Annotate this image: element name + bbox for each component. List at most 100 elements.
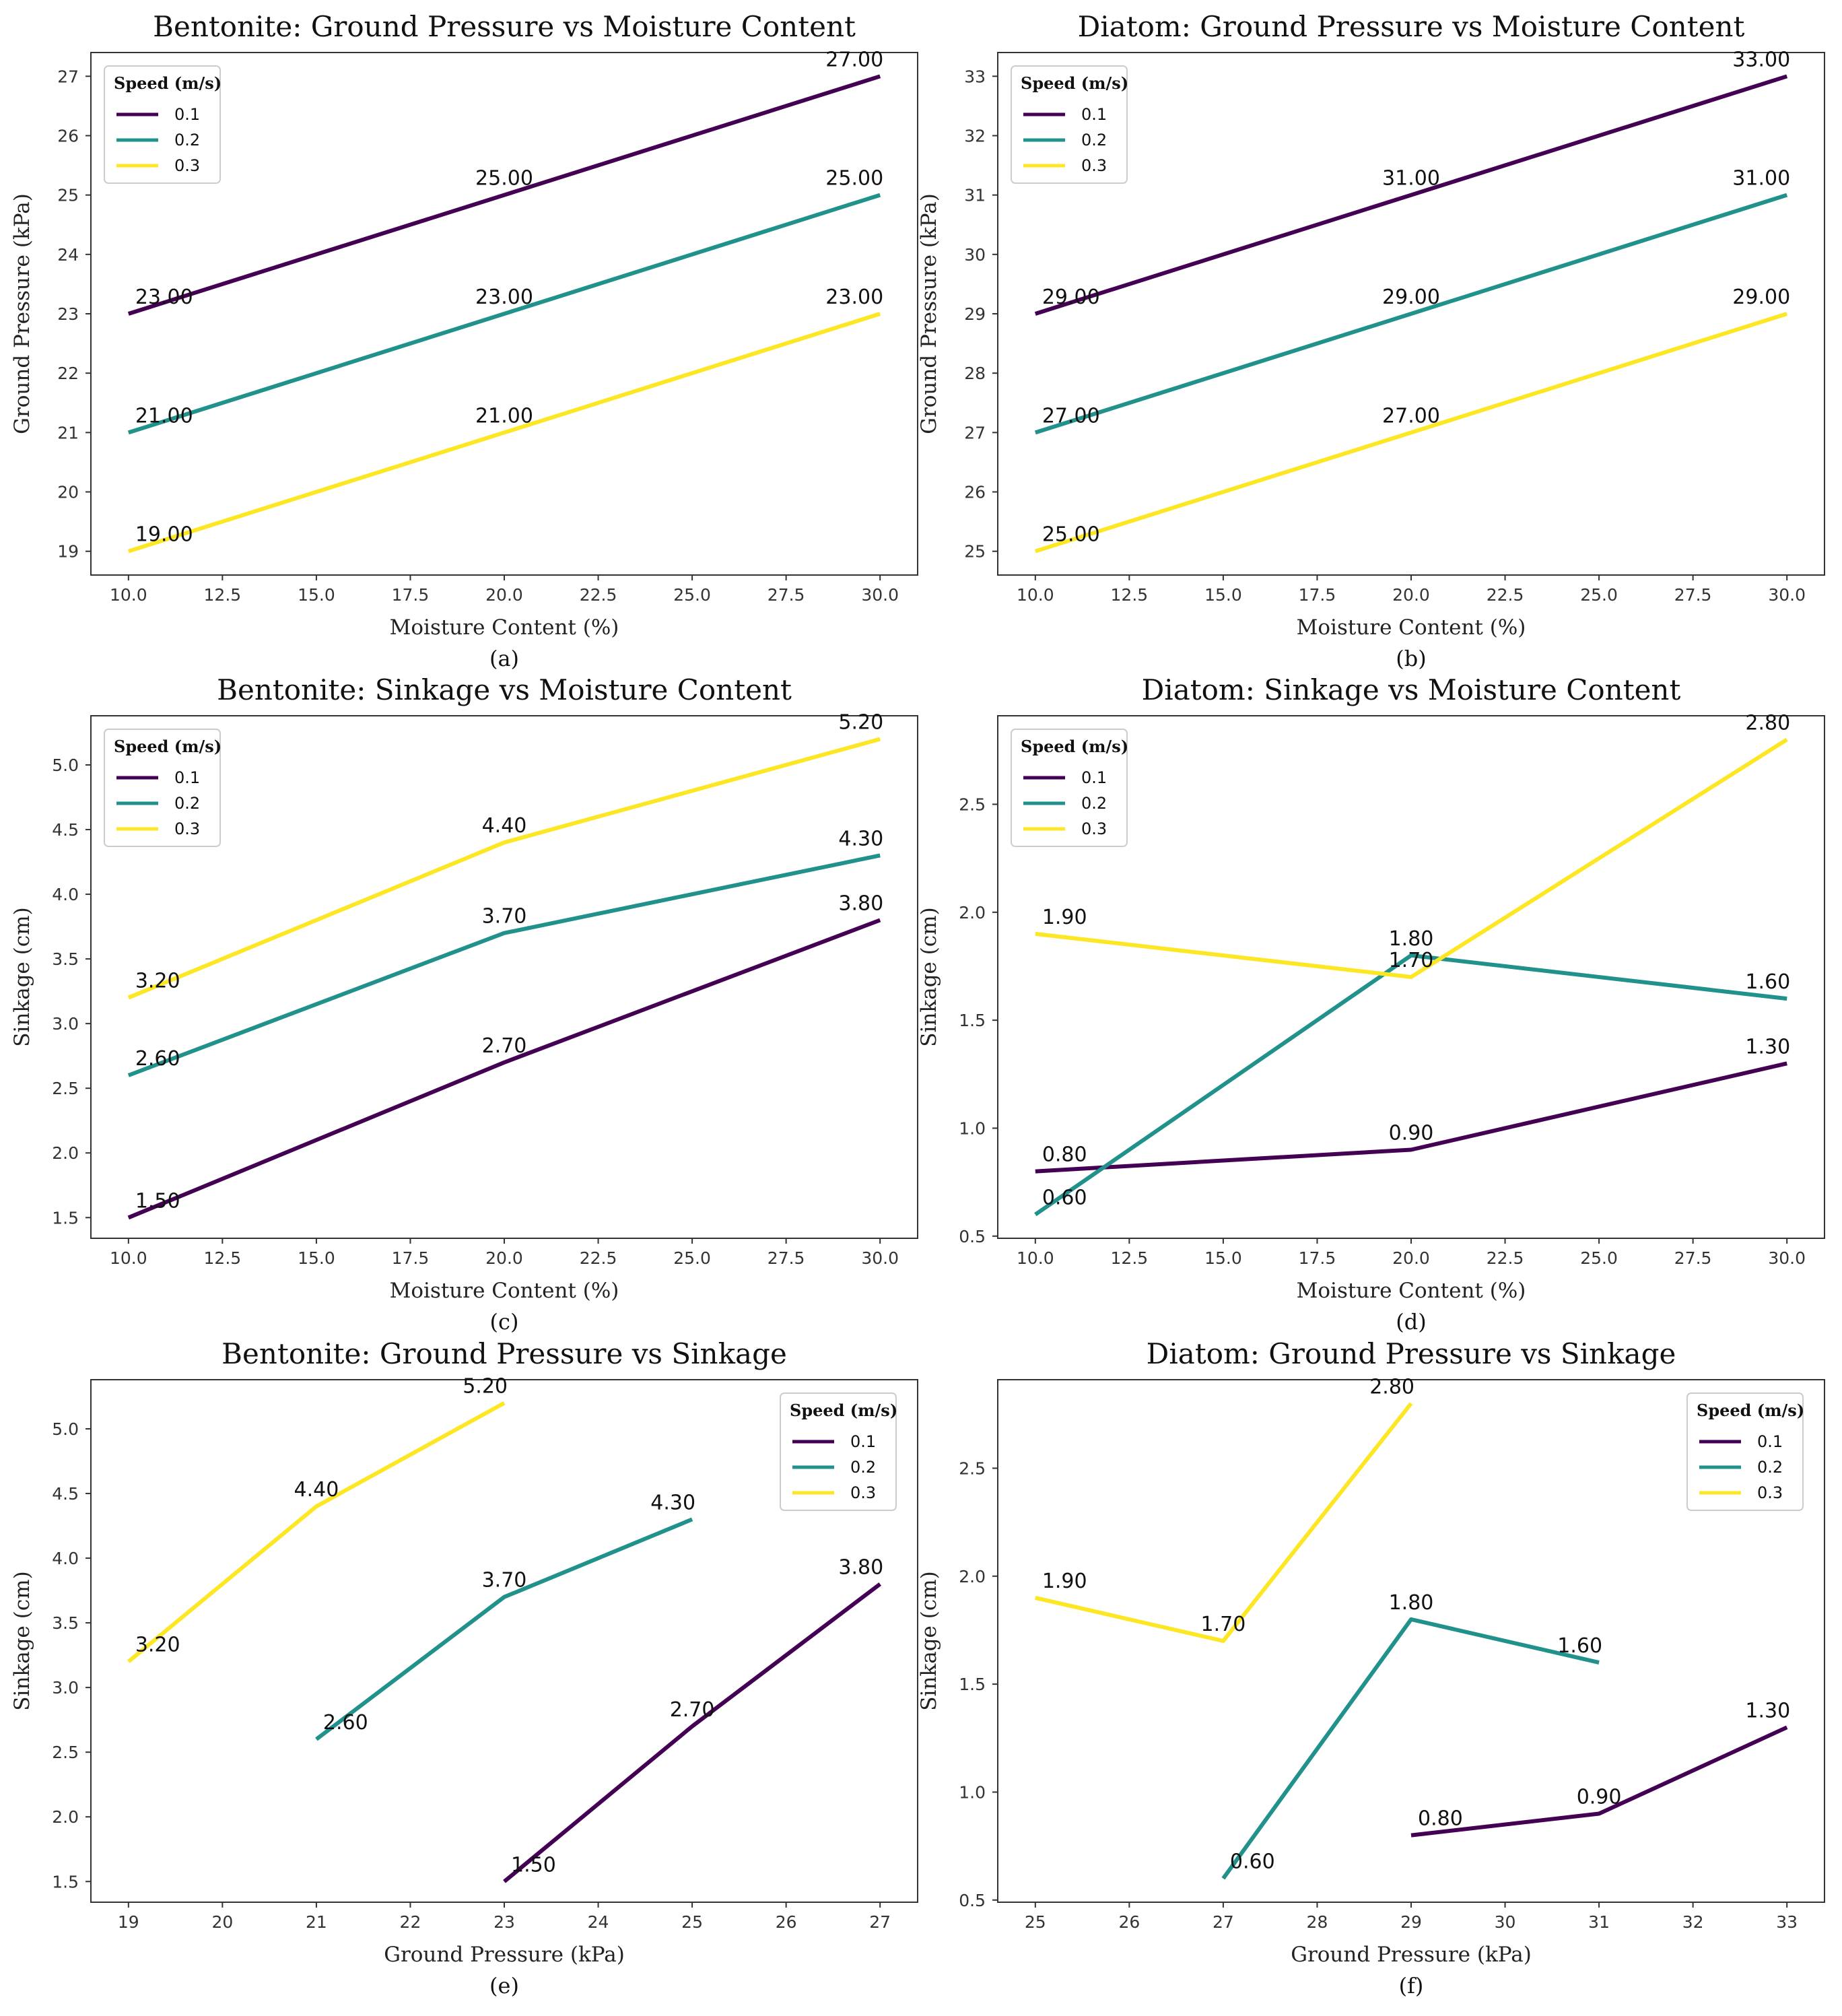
- data-label: 3.70: [482, 905, 527, 929]
- data-label: 21.00: [135, 404, 193, 428]
- data-label: 4.40: [482, 814, 527, 838]
- series-line-0-2: [127, 193, 881, 435]
- data-label: 23.00: [825, 285, 883, 309]
- legend-title: Speed (m/s): [1697, 1401, 1804, 1420]
- legend-box: [1011, 729, 1128, 847]
- x-axis-label: Moisture Content (%): [390, 1279, 619, 1303]
- data-label: 19.00: [135, 523, 193, 547]
- chart-title: Diatom: Ground Pressure vs Sinkage: [1147, 1337, 1676, 1370]
- x-tick-label: 30.0: [861, 585, 899, 605]
- x-tick-label: 10.0: [1017, 585, 1054, 605]
- x-tick-label: 27.5: [768, 1248, 805, 1268]
- x-tick-label: 30.0: [1768, 585, 1806, 605]
- x-tick-label: 22.5: [580, 585, 617, 605]
- data-label: 31.00: [1382, 167, 1440, 191]
- series-line-0-1: [127, 918, 881, 1220]
- x-tick-label: 25: [1025, 1912, 1046, 1932]
- x-tick-label: 15.0: [298, 585, 335, 605]
- x-tick-label: 20: [211, 1912, 233, 1932]
- data-label: 1.50: [135, 1189, 180, 1213]
- legend: Speed (m/s) 0.1 0.2 0.3: [104, 729, 221, 847]
- chart-title: Diatom: Sinkage vs Moisture Content: [1142, 673, 1681, 706]
- y-tick-label: 19: [57, 542, 79, 562]
- x-tick-label: 24: [588, 1912, 609, 1932]
- legend-label: 0.3: [850, 1483, 876, 1502]
- x-tick-label: 20.0: [1392, 1248, 1430, 1268]
- y-tick-label: 0.5: [959, 1891, 986, 1910]
- y-tick-label: 31: [964, 186, 986, 205]
- data-label: 1.80: [1389, 1591, 1434, 1615]
- y-tick-label: 2.0: [52, 1807, 79, 1827]
- data-label: 21.00: [475, 404, 533, 428]
- series-line-0-1: [503, 1582, 882, 1883]
- y-tick-label: 23: [57, 304, 79, 324]
- x-tick-label: 30.0: [1768, 1248, 1806, 1268]
- data-label: 29.00: [1382, 285, 1440, 309]
- legend-label: 0.2: [850, 1458, 876, 1477]
- y-tick-label: 1.5: [52, 1208, 79, 1228]
- legend-label: 0.1: [850, 1432, 876, 1451]
- x-tick-label: 28: [1307, 1912, 1328, 1932]
- data-label: 3.80: [838, 1555, 883, 1579]
- y-tick-label: 29: [964, 304, 986, 324]
- y-tick-label: 1.0: [959, 1118, 986, 1138]
- x-tick-label: 27: [1213, 1912, 1234, 1932]
- y-tick-label: 1.0: [959, 1782, 986, 1802]
- x-tick-label: 25.0: [673, 1248, 711, 1268]
- y-tick-label: 4.0: [52, 885, 79, 904]
- x-tick-label: 20.0: [1392, 585, 1430, 605]
- data-label: 2.70: [670, 1698, 715, 1722]
- data-label: 2.80: [1369, 1375, 1414, 1399]
- series-line-0-3: [127, 1401, 506, 1664]
- legend-label: 0.3: [1081, 156, 1107, 175]
- y-tick-label: 20: [57, 483, 79, 502]
- legend-label: 0.2: [1081, 794, 1107, 813]
- series-line-0-1: [1035, 1061, 1787, 1174]
- series-line-0-2: [1034, 193, 1788, 435]
- legend-title: Speed (m/s): [790, 1401, 897, 1420]
- chart-title: Diatom: Ground Pressure vs Moisture Cont…: [1078, 10, 1745, 43]
- chart-panel-a: Bentonite: Ground Pressure vs Moisture C…: [10, 10, 918, 671]
- data-label: 1.30: [1745, 1035, 1790, 1059]
- data-label: 29.00: [1732, 285, 1790, 309]
- data-label: 27.00: [1382, 404, 1440, 428]
- y-tick-label: 0.5: [959, 1227, 986, 1246]
- y-tick-label: 1.5: [959, 1011, 986, 1030]
- y-tick-label: 24: [57, 245, 79, 265]
- legend-label: 0.1: [174, 105, 200, 124]
- data-label: 0.60: [1230, 1850, 1275, 1874]
- y-tick-label: 5.0: [52, 755, 79, 775]
- x-tick-label: 32: [1682, 1912, 1704, 1932]
- legend: Speed (m/s) 0.1 0.2 0.3: [780, 1392, 897, 1511]
- legend-label: 0.1: [1081, 768, 1107, 787]
- x-tick-label: 21: [306, 1912, 327, 1932]
- data-label: 2.80: [1745, 711, 1790, 735]
- y-tick-label: 27: [964, 423, 986, 442]
- x-tick-label: 25.0: [673, 585, 711, 605]
- y-axis-label: Sinkage (cm): [917, 907, 941, 1046]
- data-label: 2.60: [323, 1711, 368, 1735]
- legend-title: Speed (m/s): [1021, 737, 1128, 756]
- y-tick-label: 26: [57, 126, 79, 145]
- y-tick-label: 27: [57, 67, 79, 86]
- series-line-0-3: [1034, 312, 1788, 553]
- legend-box: [104, 65, 221, 184]
- x-tick-label: 30: [1495, 1912, 1516, 1932]
- y-tick-label: 30: [964, 245, 986, 265]
- x-tick-label: 22.5: [1487, 585, 1524, 605]
- x-tick-label: 27.5: [1674, 1248, 1712, 1268]
- y-axis-label: Sinkage (cm): [10, 1571, 34, 1710]
- x-tick-label: 23: [493, 1912, 515, 1932]
- legend-label: 0.1: [1081, 105, 1107, 124]
- y-tick-label: 2.5: [52, 1079, 79, 1098]
- x-axis-label: Moisture Content (%): [1297, 1279, 1526, 1303]
- data-label: 27.00: [825, 48, 883, 71]
- data-label: 2.70: [482, 1034, 527, 1058]
- data-label: 1.70: [1389, 949, 1434, 972]
- y-tick-label: 3.5: [52, 949, 79, 969]
- x-tick-label: 20.0: [485, 585, 523, 605]
- series-line-0-1: [127, 74, 881, 316]
- legend: Speed (m/s) 0.1 0.2 0.3: [1686, 1392, 1804, 1511]
- data-label: 1.60: [1745, 970, 1790, 994]
